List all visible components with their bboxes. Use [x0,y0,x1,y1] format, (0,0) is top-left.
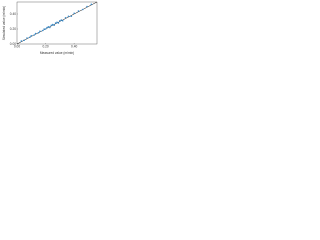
point [86,5,88,8]
point [53,24,55,27]
x-tick-label: 0.40 [71,44,77,48]
point [29,36,31,39]
point [90,3,93,6]
point [47,25,50,28]
point [39,30,41,33]
point [67,15,70,18]
x-tick-label: 0.20 [42,44,48,48]
point [41,29,44,32]
point [37,31,40,34]
y-tick-label: 0.00 [10,42,16,46]
point [81,8,84,11]
point [51,23,54,26]
point [57,22,60,24]
point [59,19,61,22]
point [46,26,48,29]
point [77,10,80,12]
x-tick-label: 0.00 [14,44,20,48]
point [61,19,64,22]
x-axis-label: Measured value (m/min) [40,51,74,55]
point [73,12,75,15]
point [50,24,53,27]
point [54,22,57,24]
chart: Measured value (m/min) Simulated value (… [2,1,98,55]
point [44,28,47,30]
point [20,40,23,42]
point [49,26,51,29]
point [33,34,35,36]
plot-frame [16,1,98,45]
y-tick-label: 0.40 [10,12,16,16]
point [60,19,63,21]
point [70,15,73,18]
y-axis-label: Simulated value (m/min) [2,6,6,40]
point [56,21,58,24]
point [23,39,25,42]
point [43,28,45,30]
point [26,37,28,39]
y-tick-label: 0.20 [10,27,16,31]
point [64,16,67,19]
point [30,34,33,37]
point [34,32,37,35]
